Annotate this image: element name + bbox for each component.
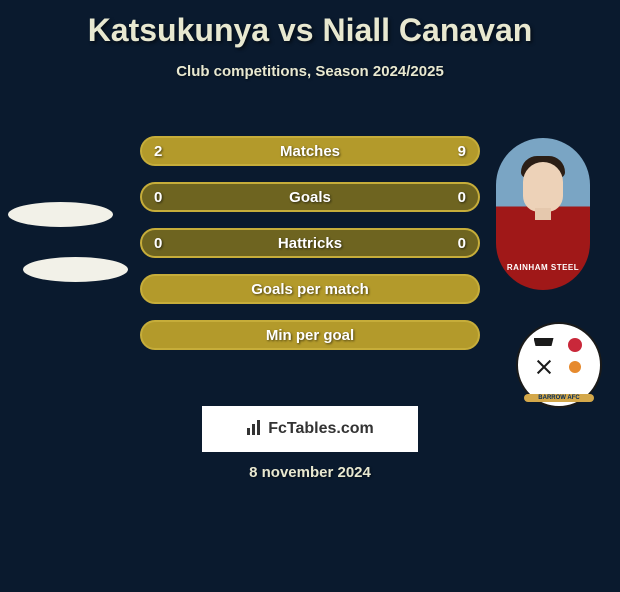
stat-bar-inner: Matches: [142, 138, 478, 164]
ball-icon: [569, 361, 581, 373]
chart-icon: [246, 418, 264, 441]
subtitle: Club competitions, Season 2024/2025: [0, 63, 620, 80]
placeholder-ellipse: [8, 202, 113, 227]
stat-bar: Goals per match: [140, 274, 480, 304]
stat-bars: 2 Matches 9 0 Goals 0 0 Hattricks 0 Goals per mat…: [140, 136, 480, 366]
player-photo: RAINHAM STEEL: [496, 138, 590, 290]
stat-bar-inner: Min per goal: [142, 322, 478, 348]
stat-label: Goals: [289, 189, 331, 206]
stat-bar: Min per goal: [140, 320, 480, 350]
stat-label: Goals per match: [251, 281, 369, 298]
stat-label: Hattricks: [278, 235, 342, 252]
stat-left-value: 0: [154, 189, 162, 206]
rose-icon: [568, 338, 582, 352]
stat-bar: 2 Matches 9: [140, 136, 480, 166]
badge-inner: BARROW AFC: [524, 330, 594, 400]
stat-label: Min per goal: [266, 327, 354, 344]
footer-date: 8 november 2024: [0, 464, 620, 481]
stat-bar-inner: Hattricks: [142, 230, 478, 256]
page-title: Katsukunya vs Niall Canavan: [0, 12, 620, 49]
stat-right-value: 9: [458, 143, 466, 160]
badge-quadrant: [557, 353, 592, 388]
stat-left-value: 2: [154, 143, 162, 160]
stat-left-value: 0: [154, 235, 162, 252]
player-neck: [535, 208, 551, 220]
player-face: [523, 162, 563, 212]
branding-text: FcTables.com: [268, 420, 374, 438]
stat-label: Matches: [280, 143, 340, 160]
badge-quadrant: [526, 353, 561, 388]
ship-icon: [534, 338, 554, 346]
player-sponsor-text: RAINHAM STEEL: [496, 263, 590, 272]
stat-bar-inner: Goals per match: [142, 276, 478, 302]
left-placeholder-group: [8, 80, 128, 312]
stat-bar: 0 Hattricks 0: [140, 228, 480, 258]
stat-bar-inner: Goals: [142, 184, 478, 210]
branding-box: FcTables.com: [202, 406, 418, 452]
arrows-icon: [535, 357, 553, 375]
stat-bar: 0 Goals 0: [140, 182, 480, 212]
badge-text: BARROW AFC: [524, 394, 594, 402]
club-badge: BARROW AFC: [516, 322, 602, 408]
stat-right-value: 0: [458, 189, 466, 206]
placeholder-ellipse: [23, 257, 128, 282]
stat-right-value: 0: [458, 235, 466, 252]
